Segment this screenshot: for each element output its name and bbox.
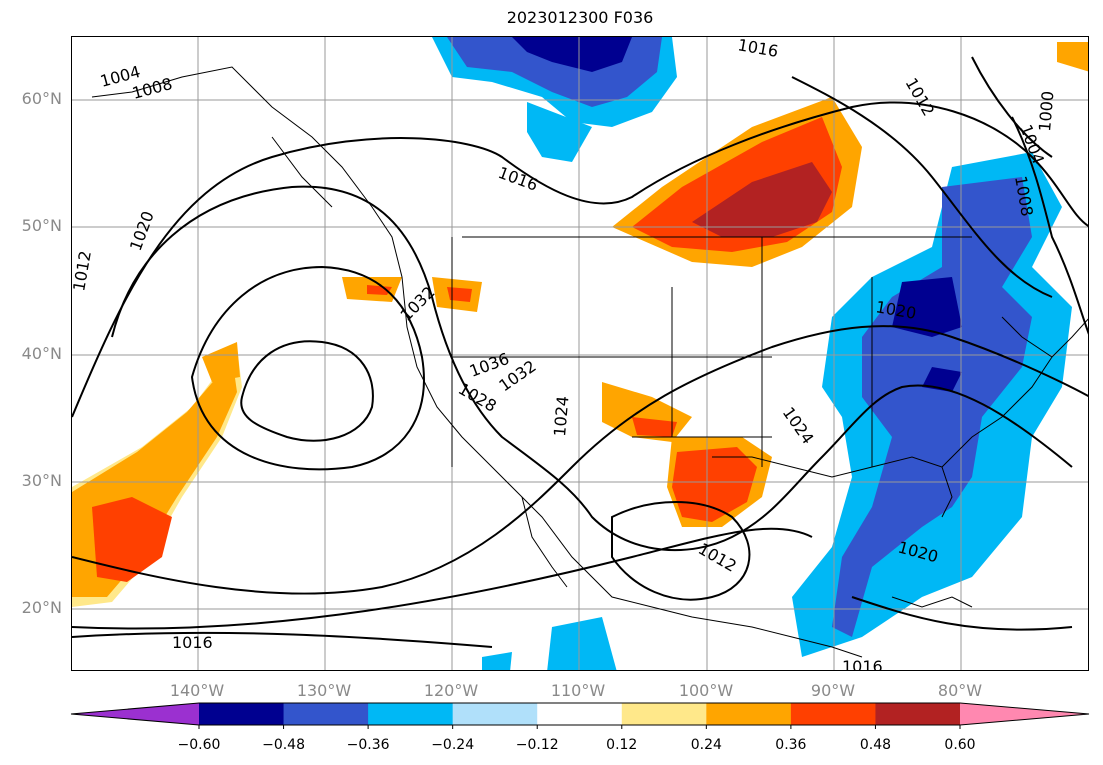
contour-label-1024-plains: 1024 [779, 403, 818, 447]
lat-label-20n: 20°N [21, 598, 62, 617]
contour-label-1024-sw: 1024 [550, 395, 572, 437]
lon-label-140w: 140°W [169, 681, 225, 700]
colorbar-segment [452, 703, 538, 725]
colorbar-segment [368, 703, 454, 725]
contour-label-1012-mexico: 1012 [695, 539, 740, 576]
colorbar-tick-label: 0.24 [690, 737, 722, 753]
lat-label-50n: 50°N [21, 216, 62, 235]
shading-layer [72, 37, 1088, 670]
lat-label-40n: 40°N [21, 344, 62, 363]
negative-anomaly-mexico2 [482, 652, 512, 670]
positive-anomaly-pacific-blob [202, 342, 240, 382]
colorbar-tick-marks [198, 725, 961, 729]
lon-label-110w: 110°W [550, 681, 606, 700]
colorbar-tick-label: 0.60 [944, 737, 976, 753]
lon-label-80w: 80°W [937, 681, 983, 700]
contour-label-1016-canada: 1016 [496, 163, 541, 195]
colorbar-tick-label: −0.36 [346, 737, 390, 753]
colorbar-segment [790, 703, 876, 725]
graticule [72, 37, 1088, 670]
positive-anomaly-pacific-core [92, 497, 172, 582]
lat-label-60n: 60°N [21, 89, 62, 108]
positive-anomaly-ne-corner [1057, 42, 1088, 72]
lon-label-90w: 90°W [810, 681, 856, 700]
positive-anomaly-idaho-inner [447, 287, 472, 302]
colorbar-segment [621, 703, 707, 725]
colorbar-tick-label: −0.24 [431, 737, 475, 753]
colorbar-tick-label: 0.48 [859, 737, 892, 753]
isobars [72, 56, 1088, 648]
contour-label-1028: 1028 [455, 379, 500, 416]
contour-label-1020-west: 1020 [126, 209, 158, 254]
colorbar-tick-label: −0.60 [177, 737, 221, 753]
contour-label-1016-south: 1016 [172, 633, 213, 652]
contour-label-1016-gulf: 1016 [842, 657, 883, 671]
map-panel: 1004 1008 1012 1016 1016 1016 1020 1020 … [71, 36, 1089, 671]
colorbar-segments [70, 702, 1090, 726]
negative-anomaly-canada [527, 102, 592, 162]
contour-label-1000: 1000 [1035, 90, 1057, 132]
negative-anomaly-north-core [512, 37, 632, 72]
colorbar-segment [706, 703, 792, 725]
positive-anomaly-canada-core [692, 162, 832, 237]
colorbar-extend-high [960, 703, 1089, 725]
colorbar-segment [875, 703, 961, 725]
lon-label-120w: 120°W [423, 681, 479, 700]
colorbar-tick-label: −0.48 [262, 737, 305, 753]
contour-label-1016-ne: 1016 [736, 37, 779, 61]
colorbar-tick-label: 0.36 [775, 737, 807, 753]
colorbar-segment [283, 703, 369, 725]
coastlines [91, 66, 1088, 658]
colorbar [70, 702, 1090, 729]
contour-label-1012-north: 1012 [902, 75, 939, 120]
map-title: 2023012300 F036 [506, 8, 654, 27]
positive-anomaly-pnw-inner [367, 285, 392, 295]
colorbar-segment [537, 703, 623, 725]
map-canvas: 1004 1008 1012 1016 1016 1016 1020 1020 … [72, 37, 1088, 671]
lat-label-30n: 30°N [21, 471, 62, 490]
lon-label-100w: 100°W [678, 681, 734, 700]
colorbar-segment [199, 703, 285, 725]
contour-label-1012-west: 1012 [72, 249, 95, 292]
negative-anomaly-mexico [547, 617, 617, 670]
positive-anomaly-sw-inner [632, 417, 677, 437]
negative-anomaly-east-core [892, 277, 962, 337]
colorbar-extend-low [71, 703, 199, 725]
colorbar-tick-label: −0.12 [515, 737, 559, 753]
lon-label-130w: 130°W [296, 681, 352, 700]
colorbar-tick-label: 0.12 [606, 737, 638, 753]
positive-anomaly-texas-inner [672, 447, 757, 522]
negative-anomaly-east-inner [832, 177, 1032, 637]
